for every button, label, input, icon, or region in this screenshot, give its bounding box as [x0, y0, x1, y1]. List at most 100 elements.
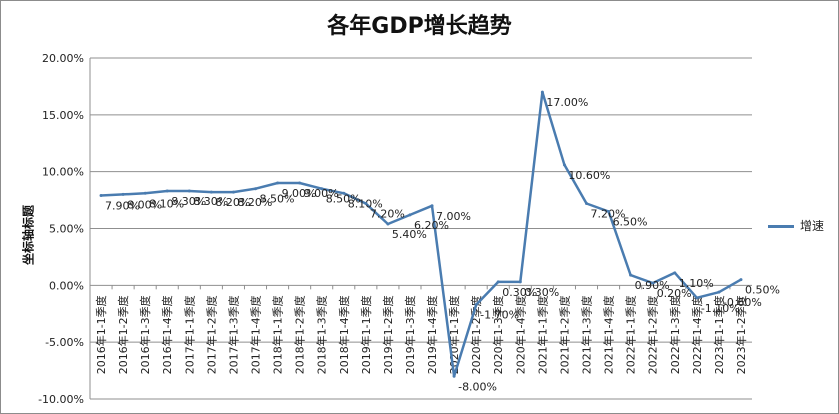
data-point: [342, 191, 346, 195]
data-label: 8.50%: [326, 193, 361, 206]
data-point: [320, 187, 324, 191]
data-point: [386, 222, 390, 226]
data-label: 8.30%: [171, 195, 206, 208]
x-tick-label: 2017年1-2季度: [204, 295, 218, 374]
data-label: 8.30%: [193, 195, 228, 208]
y-tick-label: -10.00%: [38, 393, 84, 406]
y-tick-label: 15.00%: [42, 109, 84, 122]
data-label: 8.20%: [215, 196, 250, 209]
data-label: 8.20%: [237, 196, 272, 209]
y-tick-label: 20.00%: [42, 52, 84, 65]
x-tick-label: 2022年1-2季度: [646, 295, 660, 374]
data-label: 7.20%: [591, 207, 626, 220]
x-tick-label: 2023年1-1季度: [712, 295, 726, 374]
data-point: [430, 204, 434, 208]
data-label: 0.50%: [745, 284, 780, 297]
y-tick-label: 5.00%: [49, 223, 84, 236]
data-point: [585, 201, 588, 205]
data-label: 10.60%: [568, 169, 610, 182]
x-tick-label: 2019年1-3季度: [403, 295, 417, 374]
x-tick-label: 2022年1-1季度: [624, 295, 638, 374]
x-tick-label: 2016年1-1季度: [94, 295, 108, 374]
data-label: 7.90%: [105, 200, 140, 213]
data-point: [408, 213, 412, 217]
data-label: -0.60%: [723, 296, 762, 309]
data-label: 5.40%: [392, 228, 427, 241]
data-point: [496, 280, 500, 284]
data-point: [629, 273, 633, 277]
data-label: 6.20%: [414, 219, 449, 232]
legend-label: 增速: [800, 219, 825, 233]
data-point: [474, 303, 478, 307]
data-label: 17.00%: [546, 96, 588, 109]
data-label: 0.30%: [502, 286, 537, 299]
y-tick-label: -5.00%: [45, 336, 84, 349]
data-point: [276, 181, 280, 185]
data-point: [209, 190, 213, 194]
data-label: 9.00%: [282, 187, 317, 200]
data-label: 7.20%: [370, 207, 405, 220]
data-label: -8.00%: [458, 380, 497, 393]
x-tick-label: 2019年1-1季度: [359, 295, 373, 374]
x-tick-label: 2018年1-3季度: [315, 295, 329, 374]
data-label: 0.90%: [635, 279, 670, 292]
data-point: [452, 374, 456, 378]
x-tick-label: 2022年1-4季度: [690, 295, 704, 374]
data-point: [695, 296, 699, 300]
x-tick-label: 2018年1-4季度: [337, 295, 351, 374]
x-tick-label: 2020年1-4季度: [513, 295, 527, 374]
chart-title: 各年GDP增长趋势: [327, 14, 512, 39]
x-tick-label: 2017年1-3季度: [226, 295, 240, 374]
x-tick-label: 2020年1-3季度: [491, 295, 505, 374]
data-label: 7.00%: [436, 210, 471, 223]
y-tick-label: 10.00%: [42, 166, 84, 179]
data-label: 1.10%: [679, 277, 714, 290]
data-point: [651, 281, 655, 285]
series-line: [100, 90, 742, 378]
x-tick-label: 2021年1-3季度: [580, 295, 594, 374]
data-label: -1.10%: [701, 302, 740, 315]
data-point: [165, 189, 169, 193]
data-label: 0.30%: [524, 286, 559, 299]
x-tick-label: 2017年1-4季度: [249, 295, 263, 374]
data-point: [562, 163, 566, 167]
x-tick-label: 2022年1-3季度: [668, 295, 682, 374]
data-point: [607, 209, 611, 213]
data-point: [739, 278, 743, 282]
x-tick-label: 2019年1-4季度: [425, 295, 439, 374]
data-label: 9.00%: [304, 187, 339, 200]
data-label: 8.10%: [149, 197, 184, 210]
data-point: [254, 187, 257, 191]
x-tick-label: 2021年1-2季度: [557, 295, 571, 374]
data-point: [121, 192, 125, 196]
legend: 增速: [768, 216, 838, 236]
data-point: [518, 280, 522, 284]
data-label: 8.50%: [260, 193, 295, 206]
data-label: 8.00%: [127, 198, 162, 211]
x-tick-label: 2023年1-2季度: [734, 295, 748, 374]
data-label: -1.70%: [480, 309, 519, 322]
x-tick-label: 2016年1-4季度: [160, 295, 174, 374]
data-point: [540, 90, 544, 94]
data-point: [298, 181, 302, 185]
x-tick-label: 2021年1-1季度: [535, 295, 549, 374]
x-tick-label: 2019年1-2季度: [381, 295, 395, 374]
x-tick-label: 2018年1-1季度: [271, 295, 285, 374]
data-point: [143, 191, 147, 195]
data-label: 0.20%: [657, 287, 692, 300]
data-point: [717, 290, 721, 294]
data-point: [231, 190, 235, 194]
data-label: 6.50%: [613, 215, 648, 228]
data-point: [99, 194, 103, 198]
x-tick-label: 2021年1-4季度: [602, 295, 616, 374]
legend-swatch: [768, 225, 794, 228]
data-point: [673, 271, 677, 275]
data-point: [364, 201, 368, 205]
data-point: [187, 189, 191, 193]
x-tick-label: 2016年1-2季度: [116, 295, 130, 374]
x-tick-label: 2017年1-1季度: [182, 295, 196, 374]
x-tick-label: 2018年1-2季度: [293, 295, 307, 374]
y-tick-label: 0.00%: [49, 279, 84, 292]
